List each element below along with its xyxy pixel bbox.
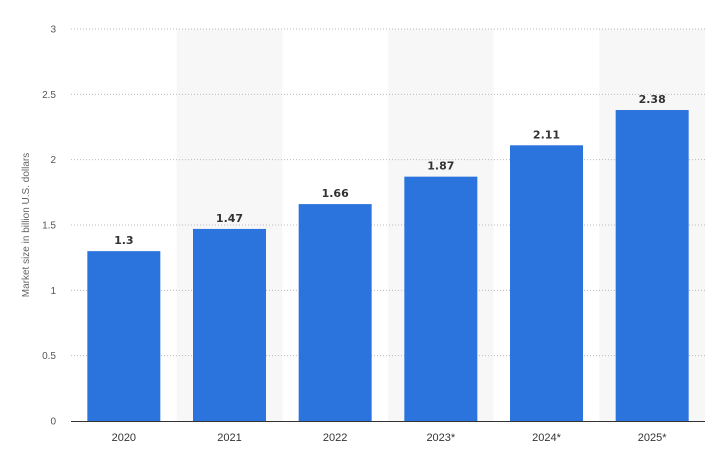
bar-2020: [87, 251, 161, 421]
y-axis-ticks: 0 0.5 1 1.5 2 2.5 3: [42, 25, 56, 428]
y-tick-label: 1.5: [42, 221, 56, 232]
y-tick-label: 2: [50, 155, 56, 166]
x-tick-label: 2021: [217, 432, 241, 444]
bar-2023*: [404, 176, 478, 421]
y-tick-label: 2.5: [42, 90, 56, 101]
data-label: 2.38: [639, 93, 666, 106]
data-labels: 1.3 1.47 1.66 1.87 2.11 2.38: [114, 93, 666, 247]
data-label: 1.87: [427, 160, 454, 173]
x-tick-label: 2022: [323, 432, 347, 444]
x-tick-label: 2025*: [638, 432, 667, 444]
y-tick-label: 3: [50, 25, 56, 36]
data-label: 1.3: [114, 234, 134, 247]
data-label: 1.47: [216, 212, 243, 225]
gridlines: [71, 28, 705, 357]
x-axis-ticks: 2020 2021 2022 2023* 2024* 2025*: [112, 432, 668, 444]
data-label: 2.11: [533, 128, 560, 141]
bar-2025*: [615, 110, 689, 421]
bar-2021: [193, 228, 266, 421]
data-label: 1.66: [322, 187, 349, 200]
bar-2022: [298, 204, 372, 421]
bar-2024*: [510, 145, 583, 421]
y-axis-title: Market size in billion U.S. dollars: [21, 153, 32, 298]
y-tick-label: 0.5: [42, 351, 56, 362]
x-tick-label: 2024*: [532, 432, 561, 444]
x-tick-label: 2023*: [426, 432, 455, 444]
y-tick-label: 0: [50, 417, 56, 428]
y-tick-label: 1: [50, 286, 56, 297]
bars: [87, 110, 689, 421]
x-tick-label: 2020: [112, 432, 136, 444]
